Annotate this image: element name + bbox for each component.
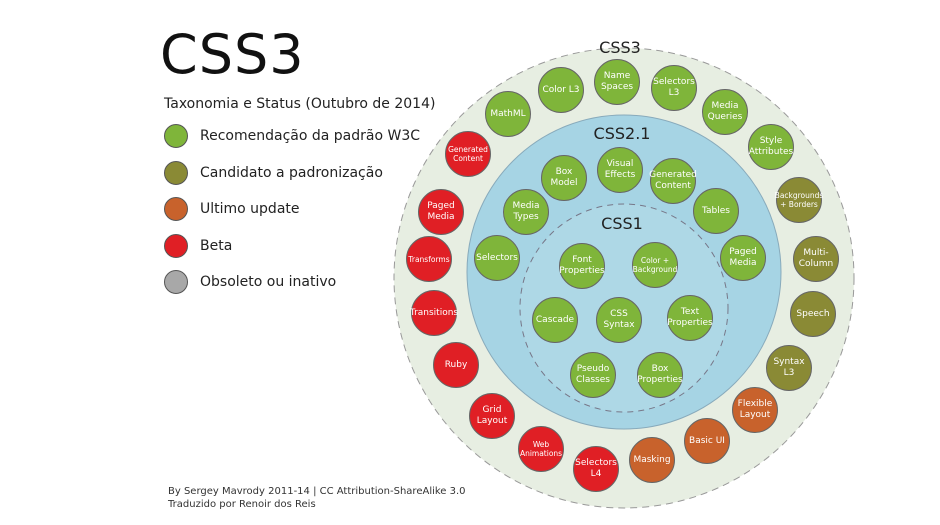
module-bubble: Transitions xyxy=(409,290,459,336)
css3-ring-label: CSS3 xyxy=(599,38,641,57)
page-title: CSS3 xyxy=(160,23,305,86)
legend-dot xyxy=(164,233,188,258)
module-bubble: Ruby xyxy=(433,342,479,388)
module-label: Masking xyxy=(633,454,671,465)
module-bubble: Font Properties xyxy=(559,243,605,289)
module-bubble: Color L3 xyxy=(538,67,584,113)
module-label: Speech xyxy=(796,308,830,319)
css1-ring-label: CSS1 xyxy=(601,214,643,233)
module-label: Paged Media xyxy=(729,247,757,268)
module-label: Transforms xyxy=(408,254,450,264)
module-label: Flexible Layout xyxy=(737,399,773,420)
module-label: Name Spaces xyxy=(600,71,634,92)
module-label: Generated Content xyxy=(649,170,697,191)
module-label: Box Properties xyxy=(637,364,683,385)
module-label: Web Animations xyxy=(519,440,563,458)
module-label: Pseudo Classes xyxy=(576,364,610,385)
module-bubble: Visual Effects xyxy=(597,147,643,193)
module-bubble: Color + Background xyxy=(632,242,678,288)
module-bubble: Style Attributes xyxy=(748,124,794,170)
module-label: Tables xyxy=(702,205,730,216)
module-label: Media Queries xyxy=(707,101,743,122)
module-label: Transitions xyxy=(409,307,459,318)
module-bubble: Box Properties xyxy=(637,352,683,398)
module-bubble: Box Model xyxy=(541,155,587,201)
module-bubble: Backgrounds + Borders xyxy=(774,177,824,223)
module-bubble: Paged Media xyxy=(418,189,464,235)
module-bubble: Flexible Layout xyxy=(732,387,778,433)
module-bubble: Grid Layout xyxy=(469,393,515,439)
module-bubble: Tables xyxy=(693,188,739,234)
legend-dot xyxy=(164,124,188,148)
module-bubble: Basic UI xyxy=(684,418,730,464)
credit-author: By Sergey Mavrody 2011-14 | CC Attributi… xyxy=(168,486,466,497)
module-label: Selectors L4 xyxy=(575,458,617,479)
module-label: Color + Background xyxy=(632,256,678,274)
module-bubble: Speech xyxy=(790,291,836,337)
module-bubble: Media Queries xyxy=(702,89,748,135)
module-label: Text Properties xyxy=(667,307,713,328)
module-bubble: Multi-Column xyxy=(793,236,839,282)
module-bubble: Name Spaces xyxy=(594,59,640,105)
module-label: Backgrounds + Borders xyxy=(774,191,824,209)
legend-label: Candidato a padronização xyxy=(200,164,383,181)
module-bubble: Media Types xyxy=(503,189,549,235)
module-label: MathML xyxy=(490,108,526,119)
module-label: Selectors L3 xyxy=(653,77,695,98)
module-bubble: Selectors xyxy=(474,235,520,281)
legend-label: Beta xyxy=(200,237,233,254)
module-label: Multi-Column xyxy=(798,248,834,269)
module-label: Style Attributes xyxy=(748,136,794,157)
module-label: CSS Syntax xyxy=(603,309,635,330)
module-label: Paged Media xyxy=(427,201,455,222)
module-label: Syntax L3 xyxy=(773,357,805,378)
legend-dot xyxy=(164,270,188,294)
module-bubble: Paged Media xyxy=(720,235,766,281)
module-bubble: Masking xyxy=(629,437,675,483)
legend-label: Recomendação da padrão W3C xyxy=(200,128,421,144)
module-label: Color L3 xyxy=(542,84,580,95)
legend-label: Ultimo update xyxy=(200,201,300,217)
legend-dot xyxy=(164,197,188,221)
module-label: Ruby xyxy=(444,359,468,370)
module-bubble: Selectors L4 xyxy=(573,446,619,492)
module-label: Basic UI xyxy=(689,435,725,446)
module-bubble: Syntax L3 xyxy=(766,345,812,391)
module-label: Visual Effects xyxy=(604,159,636,180)
module-label: Cascade xyxy=(535,314,575,325)
legend-dot xyxy=(164,160,188,185)
module-bubble: Selectors L3 xyxy=(651,65,697,111)
module-bubble: Cascade xyxy=(532,297,578,343)
module-label: Media Types xyxy=(512,201,540,222)
credit: By Sergey Mavrody 2011-14 | CC Attributi… xyxy=(168,485,466,511)
module-bubble: Pseudo Classes xyxy=(570,352,616,398)
module-label: Grid Layout xyxy=(476,405,508,426)
module-bubble: Web Animations xyxy=(518,426,564,472)
css21-ring-label: CSS2.1 xyxy=(593,124,651,143)
legend-label: Obsoleto ou inativo xyxy=(200,274,337,290)
credit-translator: Traduzido por Renoir dos Reis xyxy=(168,499,316,510)
module-label: Generated Content xyxy=(448,145,488,163)
module-label: Box Model xyxy=(550,167,578,188)
module-label: Font Properties xyxy=(559,255,605,276)
module-bubble: Transforms xyxy=(406,236,452,282)
page-subtitle: Taxonomia e Status (Outubro de 2014) xyxy=(164,96,436,112)
module-bubble: CSS Syntax xyxy=(596,297,642,343)
module-bubble: Generated Content xyxy=(445,131,491,177)
module-bubble: Text Properties xyxy=(667,295,713,341)
module-bubble: Generated Content xyxy=(649,158,697,204)
module-label: Selectors xyxy=(476,252,518,263)
module-bubble: MathML xyxy=(485,91,531,137)
